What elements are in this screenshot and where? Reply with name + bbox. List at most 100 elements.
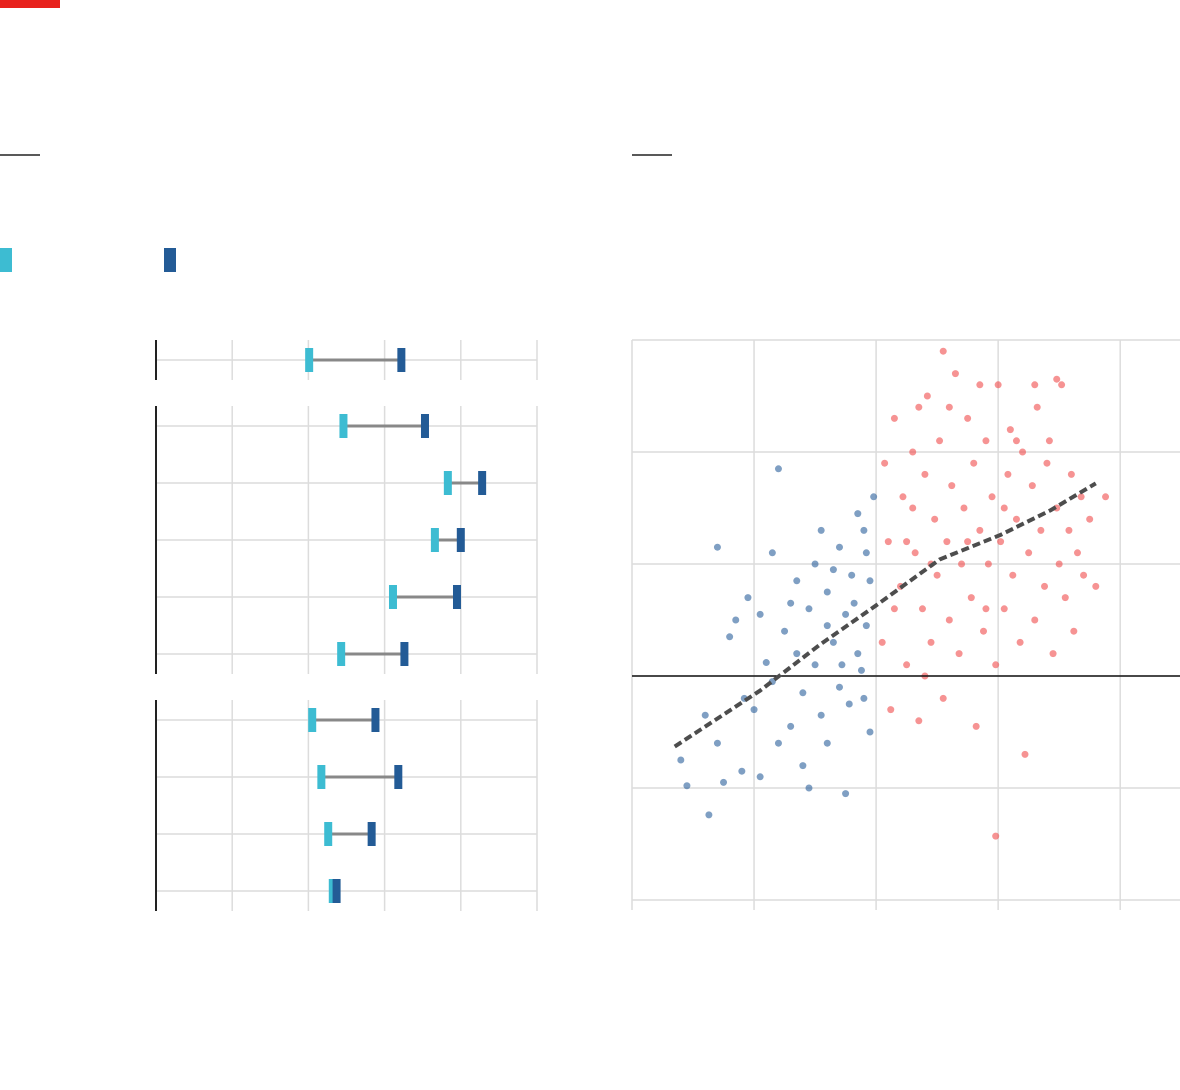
point (1086, 515, 1094, 523)
point (1077, 493, 1085, 501)
point (744, 594, 752, 602)
point (738, 767, 746, 775)
dumbbell-end (371, 708, 380, 732)
point (899, 493, 907, 501)
point (799, 762, 807, 770)
point (1058, 381, 1066, 389)
dumbbell-end (420, 414, 429, 438)
point (927, 638, 935, 646)
point (1012, 515, 1020, 523)
point (774, 465, 782, 473)
point (890, 605, 898, 613)
point (923, 392, 931, 400)
point (817, 711, 825, 719)
point (931, 515, 939, 523)
point (988, 493, 996, 501)
dumbbell-end (443, 471, 452, 495)
point (970, 459, 978, 467)
point (823, 622, 831, 630)
point (911, 549, 919, 557)
point (881, 459, 889, 467)
point (1092, 582, 1100, 590)
point (1055, 560, 1063, 568)
point (976, 526, 984, 534)
point (811, 560, 819, 568)
point (1031, 381, 1039, 389)
point (860, 526, 868, 534)
point (1043, 459, 1051, 467)
brand-bar (0, 0, 60, 8)
point (984, 560, 992, 568)
point (943, 538, 951, 546)
point (774, 739, 782, 747)
point (1033, 403, 1041, 411)
point (1041, 582, 1049, 590)
point (960, 504, 968, 512)
dumbbell-end (430, 528, 439, 552)
point (992, 661, 1000, 669)
point (732, 616, 740, 624)
point (884, 538, 892, 546)
point (1025, 549, 1033, 557)
point (787, 722, 795, 730)
point (1070, 627, 1078, 635)
point (720, 778, 728, 786)
point (887, 706, 895, 714)
point (945, 616, 953, 624)
point (811, 661, 819, 669)
dumbbell-end (308, 708, 317, 732)
point (1065, 526, 1073, 534)
point (854, 650, 862, 658)
point (677, 756, 685, 764)
point (939, 694, 947, 702)
point (982, 437, 990, 445)
point (903, 661, 911, 669)
point (829, 566, 837, 574)
dumbbell-end (317, 765, 326, 789)
point (793, 650, 801, 658)
point (1028, 482, 1036, 490)
point (976, 381, 984, 389)
point (878, 638, 886, 646)
point (980, 627, 988, 635)
point (683, 782, 691, 790)
dumbbell-end (324, 822, 333, 846)
point (921, 470, 929, 478)
point (1016, 638, 1024, 646)
point (726, 633, 734, 641)
point (862, 549, 870, 557)
point (857, 666, 865, 674)
point (915, 717, 923, 725)
point (842, 790, 850, 798)
point (1049, 650, 1057, 658)
point (838, 661, 846, 669)
point (918, 605, 926, 613)
point (701, 711, 709, 719)
point (1000, 605, 1008, 613)
point (964, 538, 972, 546)
point (823, 588, 831, 596)
dumbbell-end (397, 348, 406, 372)
point (933, 571, 941, 579)
point (781, 627, 789, 635)
point (787, 599, 795, 607)
dumbbell-end (388, 585, 397, 609)
point (1004, 470, 1012, 478)
point (903, 538, 911, 546)
legend-swatch (0, 248, 12, 272)
point (915, 403, 923, 411)
point (793, 577, 801, 585)
point (967, 594, 975, 602)
point (829, 638, 837, 646)
point (1061, 594, 1069, 602)
point (866, 577, 874, 585)
point (870, 493, 878, 501)
point (958, 560, 966, 568)
dumbbell-end (400, 642, 409, 666)
point (955, 650, 963, 658)
point (1067, 470, 1075, 478)
point (1073, 549, 1081, 557)
dumbbell-end (394, 765, 403, 789)
point (1045, 437, 1053, 445)
